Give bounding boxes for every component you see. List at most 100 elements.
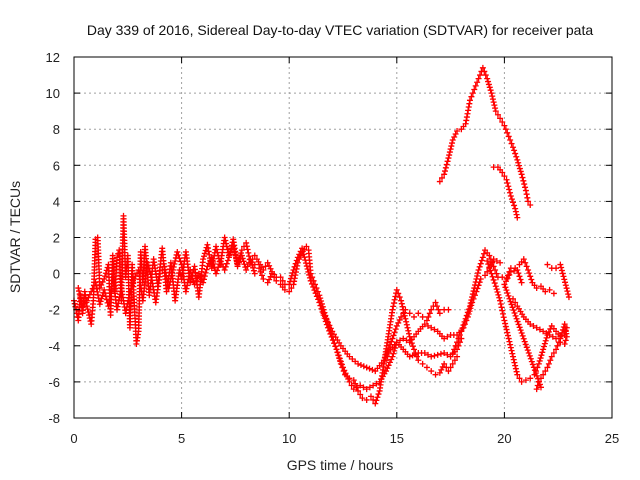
data-point: [487, 256, 494, 263]
data-point: [432, 299, 439, 306]
data-point: [307, 277, 314, 284]
data-point: [305, 268, 312, 275]
data-point: [555, 339, 562, 346]
data-point: [281, 286, 288, 293]
data-point: [393, 339, 400, 346]
data-point: [415, 357, 422, 364]
data-point: [209, 257, 216, 264]
data-point: [350, 386, 357, 393]
data-point: [512, 312, 519, 319]
data-point: [511, 310, 518, 317]
data-point: [71, 300, 78, 307]
data-point: [210, 260, 217, 267]
data-point: [562, 279, 569, 286]
data-point: [465, 306, 472, 313]
data-point: [85, 294, 92, 301]
data-point: [511, 147, 518, 154]
data-point: [535, 360, 542, 367]
data-point: [326, 322, 333, 329]
data-point: [84, 306, 91, 313]
series-track-k: [490, 164, 521, 221]
data-point: [563, 285, 570, 292]
data-point: [505, 335, 512, 342]
data-point: [506, 186, 513, 193]
data-point: [542, 368, 549, 375]
data-point: [353, 384, 360, 391]
data-point: [238, 247, 245, 254]
data-point: [441, 360, 448, 367]
x-axis-title: GPS time / hours: [287, 457, 394, 473]
data-point: [544, 364, 551, 371]
data-point: [510, 356, 517, 363]
data-point: [518, 330, 525, 337]
data-point: [522, 341, 529, 348]
data-point: [523, 263, 530, 270]
data-point: [373, 380, 380, 387]
data-point: [462, 315, 469, 322]
data-point: [218, 260, 225, 267]
data-point: [506, 338, 513, 345]
data-point: [503, 326, 510, 333]
data-point: [235, 259, 242, 266]
data-point: [529, 361, 536, 368]
data-point: [264, 259, 271, 266]
data-point: [486, 252, 493, 259]
data-point: [512, 208, 519, 215]
data-point: [541, 340, 548, 347]
data-point: [507, 341, 514, 348]
y-tick-label: 6: [53, 158, 60, 173]
data-point: [531, 367, 538, 374]
data-point: [200, 276, 207, 283]
data-point: [549, 333, 556, 340]
data-point: [474, 269, 481, 276]
data-point: [547, 357, 554, 364]
data-point: [500, 314, 507, 321]
y-tick-label: -2: [48, 303, 60, 318]
series-track-j: [436, 64, 534, 209]
data-point: [75, 285, 82, 292]
data-point: [167, 279, 174, 286]
data-point: [101, 290, 108, 297]
data-point: [522, 187, 529, 194]
data-point: [302, 257, 309, 264]
data-point: [506, 295, 513, 302]
data-point: [511, 359, 518, 366]
data-point: [366, 384, 373, 391]
data-point: [315, 296, 322, 303]
data-point: [530, 322, 537, 329]
data-point: [530, 364, 537, 371]
data-point: [513, 153, 520, 160]
data-point: [267, 265, 274, 272]
data-point: [245, 249, 252, 256]
data-point: [98, 282, 105, 289]
data-point: [221, 266, 228, 273]
data-point: [512, 205, 519, 212]
data-point: [503, 176, 510, 183]
data-point: [510, 307, 517, 314]
data-point: [355, 360, 362, 367]
data-point: [224, 257, 231, 264]
data-point: [222, 263, 229, 270]
x-tick-label: 0: [70, 431, 77, 446]
series-track-f: [383, 256, 504, 364]
data-point: [350, 377, 357, 384]
data-point: [511, 202, 518, 209]
data-point: [502, 284, 509, 291]
data-point: [537, 384, 544, 391]
data-point: [289, 269, 296, 276]
data-point: [431, 352, 438, 359]
data-point: [501, 281, 508, 288]
data-point: [526, 270, 533, 277]
data-point: [168, 273, 175, 280]
data-point: [409, 352, 416, 359]
data-point: [495, 291, 502, 298]
data-point: [504, 275, 511, 282]
data-point: [299, 248, 306, 255]
data-point: [396, 294, 403, 301]
data-point: [384, 353, 391, 360]
data-point: [520, 256, 527, 263]
data-point: [538, 352, 545, 359]
data-point: [431, 326, 438, 333]
data-point: [189, 275, 196, 282]
data-point: [406, 310, 413, 317]
